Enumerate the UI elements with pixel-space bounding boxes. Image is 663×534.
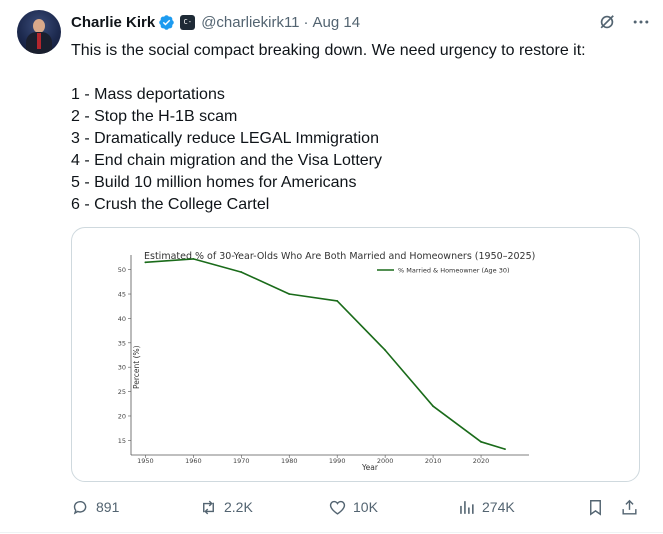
x-tick-label: 1980 <box>281 457 298 465</box>
tweet-text: This is the social compact breaking down… <box>71 40 646 216</box>
date-separator: · <box>303 13 309 31</box>
y-tick-label: 20 <box>118 412 126 420</box>
views-icon <box>460 500 474 514</box>
legend-label: % Married & Homeowner (Age 30) <box>398 267 510 275</box>
action-bar: 891 2.2K 10K 274K <box>71 496 646 518</box>
reply-icon <box>73 500 87 515</box>
y-axis-label: Percent (%) <box>132 345 141 389</box>
reply-count: 891 <box>96 499 120 515</box>
tweet-point: 2 - Stop the H-1B scam <box>71 108 238 125</box>
tweet-point: 5 - Build 10 million homes for Americans <box>71 174 357 191</box>
data-point <box>288 293 291 295</box>
author-handle[interactable]: @charliekirk11 <box>201 13 300 31</box>
avatar[interactable] <box>17 10 61 54</box>
bookmark-button[interactable] <box>586 496 605 518</box>
repost-button[interactable]: 2.2K <box>199 496 253 518</box>
tweet-point: 3 - Dramatically reduce LEGAL Immigratio… <box>71 130 379 147</box>
series-line <box>145 258 506 450</box>
post-date[interactable]: Aug 14 <box>312 13 361 31</box>
like-button[interactable]: 10K <box>328 496 378 518</box>
x-axis-label: Year <box>361 463 379 472</box>
heart-icon <box>329 500 346 515</box>
x-tick-label: 1960 <box>185 457 202 465</box>
y-tick-label: 45 <box>118 291 126 299</box>
views-button[interactable]: 274K <box>457 496 515 518</box>
chart-title: Estimated % of 30-Year-Olds Who Are Both… <box>144 251 535 262</box>
data-point <box>384 349 387 352</box>
verified-badge-icon <box>159 14 174 30</box>
data-point <box>192 258 195 260</box>
x-tick-label: 1990 <box>329 457 346 465</box>
chart-image[interactable]: Estimated % of 30-Year-Olds Who Are Both… <box>71 227 640 482</box>
y-tick-label: 35 <box>118 339 126 347</box>
tweet-point: 1 - Mass deportations <box>71 86 225 103</box>
x-tick-label: 2000 <box>377 457 394 465</box>
views-count: 274K <box>482 499 515 515</box>
tweet-intro: This is the social compact breaking down… <box>71 42 586 59</box>
y-tick-label: 15 <box>118 437 126 445</box>
share-button[interactable] <box>620 496 639 518</box>
tweet-header: Charlie Kirk C- @charliekirk11 · Aug 14 <box>71 12 360 32</box>
share-icon <box>622 499 637 515</box>
y-tick-label: 30 <box>118 364 126 372</box>
grok-icon[interactable] <box>597 12 617 32</box>
repost-count: 2.2K <box>224 499 253 515</box>
reply-button[interactable]: 891 <box>71 496 119 518</box>
repost-icon <box>203 500 214 514</box>
divider <box>0 532 663 533</box>
like-count: 10K <box>353 499 378 515</box>
affiliate-badge-icon[interactable]: C- <box>180 14 196 30</box>
x-tick-label: 2020 <box>473 457 490 465</box>
data-point <box>240 271 243 273</box>
data-point <box>480 440 482 443</box>
x-tick-label: 1970 <box>233 457 250 465</box>
x-tick-label: 2010 <box>425 457 442 465</box>
data-point <box>336 299 339 302</box>
data-point <box>504 448 506 451</box>
more-icon[interactable] <box>631 12 651 32</box>
bookmark-icon <box>590 499 601 516</box>
tweet-point: 6 - Crush the College Cartel <box>71 196 270 213</box>
tweet-point: 4 - End chain migration and the Visa Lot… <box>71 152 382 169</box>
y-tick-label: 40 <box>118 315 126 323</box>
y-tick-label: 25 <box>118 388 126 396</box>
author-name[interactable]: Charlie Kirk <box>71 13 156 31</box>
data-point <box>144 261 147 264</box>
line-chart: Estimated % of 30-Year-Olds Who Are Both… <box>118 251 536 472</box>
data-point <box>432 405 434 408</box>
y-tick-label: 50 <box>118 266 126 274</box>
x-tick-label: 1950 <box>137 457 154 465</box>
